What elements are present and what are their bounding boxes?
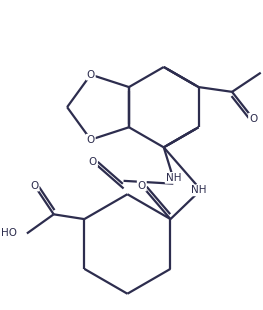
Text: O: O [89, 157, 97, 167]
Text: NH: NH [166, 173, 181, 183]
Text: O: O [31, 181, 39, 191]
Text: O: O [87, 135, 95, 145]
Text: HO: HO [1, 228, 17, 238]
Text: O: O [138, 181, 146, 191]
Text: NH: NH [191, 185, 207, 195]
Text: O: O [87, 70, 95, 80]
Text: O: O [249, 114, 257, 124]
